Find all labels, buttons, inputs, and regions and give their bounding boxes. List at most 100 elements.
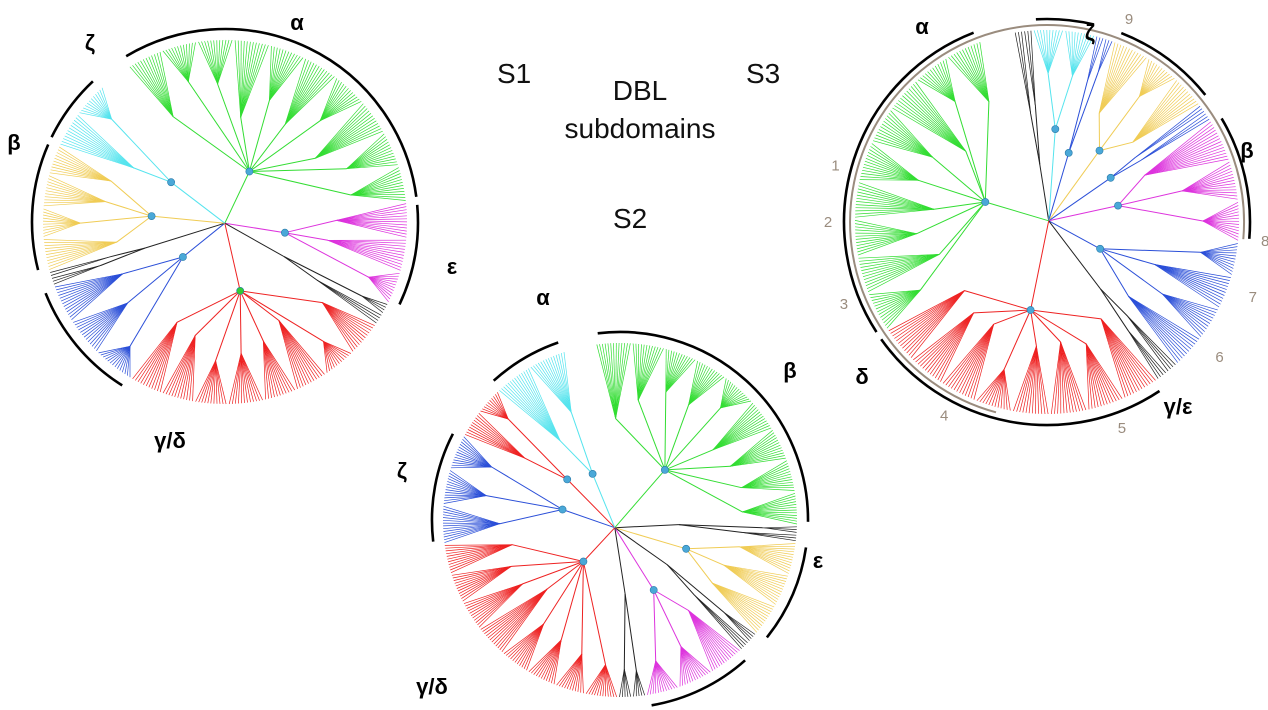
leaf-branch (132, 322, 178, 380)
leaf-branch (688, 610, 716, 670)
internal-branch (686, 546, 740, 550)
leaf-branch (320, 101, 362, 122)
internal-branch (100, 247, 145, 267)
leaf-branch (346, 155, 395, 170)
leaf-branch (447, 478, 487, 496)
leaf-branch (469, 583, 523, 614)
leaf-branch (81, 302, 128, 336)
leaf-branch (898, 100, 967, 152)
leaf-branch (915, 81, 967, 152)
leaf-branch (518, 374, 561, 441)
leaf-branch (63, 273, 123, 307)
leaf-branch (1072, 35, 1095, 77)
leaf-branch (1202, 220, 1239, 235)
leaf-branch (454, 566, 512, 584)
leaf-branch (1098, 52, 1139, 114)
internal-branch (239, 290, 280, 321)
leaf-branch (1162, 293, 1204, 335)
leaf-branch (712, 582, 764, 624)
leaf-branch (284, 61, 312, 125)
leaf-branch (446, 486, 487, 496)
internal-branch (1099, 96, 1140, 151)
leaf-branch (680, 646, 691, 683)
leaf-branch (217, 39, 224, 85)
internal-branch (993, 309, 1031, 325)
leaf-branch (596, 664, 606, 696)
leaf-branch (102, 345, 131, 358)
leaf-branch (1128, 296, 1187, 354)
leaf-branch (1202, 201, 1239, 222)
leaf-branch (1154, 264, 1226, 293)
internal-branch (973, 309, 1031, 314)
support-node (649, 586, 658, 594)
leaf-branch (680, 646, 706, 676)
leaf-branch (900, 290, 965, 347)
leaf-branch (1140, 118, 1210, 161)
leaf-branch (73, 302, 128, 323)
leaf-branch (870, 289, 921, 298)
leaf-branch (322, 302, 372, 331)
leaf-branch (336, 203, 407, 221)
leaf-branch (742, 498, 796, 513)
internal-branch (217, 83, 250, 172)
leaf-branch (856, 197, 935, 210)
leaf-branch (1097, 40, 1110, 73)
leaf-branch (635, 670, 646, 696)
leaf-branch (350, 194, 406, 201)
leaf-branch (368, 276, 396, 286)
leaf-branch (885, 118, 933, 158)
leaf-branch (443, 523, 500, 532)
leaf-branch (145, 57, 174, 117)
leaf-branch (215, 360, 224, 405)
leaf-branch (1060, 341, 1077, 412)
leaf-branch (964, 48, 990, 102)
leaf-branch (854, 223, 917, 235)
support-node (1026, 306, 1035, 314)
leaf-branch (234, 40, 242, 118)
leaf-branch (1132, 84, 1182, 143)
leaf-branch (637, 346, 656, 401)
leaf-branch (594, 664, 606, 696)
leaf-branch (637, 344, 645, 401)
clade-bracket-beta (765, 547, 808, 639)
leaf-branch (555, 354, 572, 413)
leaf-branch (1028, 346, 1037, 414)
leaf-branch (480, 588, 548, 630)
leaf-branch (739, 546, 793, 561)
leaf-branch (1132, 96, 1193, 143)
leaf-branch (444, 494, 487, 496)
internal-branch (965, 151, 986, 203)
leaf-branch (1182, 177, 1234, 192)
leaf-branch (577, 653, 583, 692)
support-node (1064, 148, 1073, 157)
leaf-branch (742, 511, 797, 514)
internal-branch (187, 81, 250, 172)
leaf-branch (1139, 62, 1155, 97)
leaf-branch (1202, 220, 1239, 238)
leaf-branch (917, 79, 956, 102)
leaf-branch (720, 398, 750, 409)
leaf-branch (739, 546, 795, 550)
leaf-branch (443, 505, 500, 525)
leaf-branch (881, 123, 933, 158)
leaf-branch (942, 323, 994, 384)
leaf-branch (44, 199, 106, 202)
leaf-branch (56, 152, 112, 182)
leaf-branch (1202, 208, 1239, 222)
leaf-branch (322, 302, 366, 339)
internal-branch (1003, 309, 1032, 370)
leaf-branch (135, 322, 178, 381)
leaf-branch (615, 343, 628, 419)
leaf-branch (985, 369, 1005, 405)
leaf-branch (336, 215, 407, 221)
leaf-branch (284, 67, 323, 125)
tree-s3 (842, 17, 1252, 427)
leaf-branch (1162, 293, 1205, 332)
leaf-branch (323, 341, 338, 366)
leaf-branch (323, 341, 345, 360)
clade-label-gamma: γ/δ (154, 428, 186, 453)
leaf-branch (1144, 121, 1212, 176)
leaf-branch (94, 302, 128, 349)
leaf-branch (361, 295, 386, 308)
leaf-branch (447, 544, 513, 563)
